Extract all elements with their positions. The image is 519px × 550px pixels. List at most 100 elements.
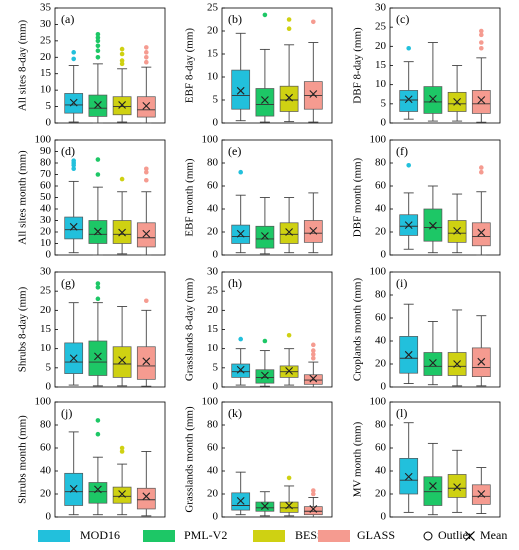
y-tick-label: 100 — [35, 134, 52, 146]
y-tick-label: 60 — [40, 180, 52, 192]
outlier — [286, 17, 292, 22]
y-tick-label: 10 — [40, 84, 52, 96]
box — [64, 216, 84, 240]
y-tick-label: 20 — [207, 226, 219, 238]
y-tick-label: 0 — [46, 381, 52, 393]
y-tick-label: 30 — [40, 214, 52, 226]
y-tick-label: 5 — [46, 100, 52, 112]
box — [423, 86, 443, 114]
outlier — [406, 45, 412, 51]
outlier — [144, 45, 149, 50]
mean-marker — [404, 221, 413, 229]
outlier — [262, 12, 268, 18]
mean-marker — [118, 356, 126, 365]
y-tick-label: 5 — [46, 361, 52, 373]
y-axis-label: EBF 8-day (mm) — [184, 28, 196, 103]
mean-marker — [236, 365, 245, 374]
outlier — [311, 352, 316, 357]
box — [255, 225, 275, 249]
outlier — [479, 45, 484, 51]
box — [255, 88, 275, 117]
box — [136, 487, 156, 510]
mean-marker — [142, 229, 151, 238]
panel-label: (a) — [61, 12, 74, 26]
outlier — [95, 172, 101, 177]
mean-marker — [309, 90, 318, 98]
outlier — [119, 176, 125, 182]
y-tick-label: 5 — [213, 94, 219, 106]
outlier — [95, 38, 101, 44]
box — [136, 96, 156, 118]
legend-swatch — [38, 530, 70, 542]
mean-marker — [285, 501, 293, 510]
y-tick-label: 10 — [207, 71, 219, 83]
y-tick-label: 50 — [40, 191, 52, 203]
y-tick-label: 10 — [40, 342, 52, 354]
y-tick-label: 60 — [207, 180, 219, 192]
mean-marker — [118, 228, 126, 237]
mean-marker — [118, 101, 126, 109]
outlier — [95, 48, 101, 54]
y-tick-label: 80 — [40, 157, 52, 169]
y-tick-label: 0 — [46, 117, 52, 129]
box — [279, 501, 299, 513]
mean-marker — [94, 485, 102, 494]
y-tick-label: 30 — [207, 266, 219, 278]
outlier — [479, 32, 484, 38]
mean-marker — [404, 95, 413, 104]
y-tick-label: 25 — [40, 285, 52, 297]
y-tick-label: 25 — [207, 2, 219, 14]
mean-marker — [477, 490, 486, 498]
outlier — [144, 177, 149, 183]
mean-marker — [477, 96, 486, 104]
y-tick-label: 80 — [207, 419, 219, 431]
mean-marker — [94, 101, 102, 109]
outlier — [95, 418, 101, 423]
mean-marker — [285, 93, 293, 102]
plot-frame — [54, 7, 166, 124]
mean-marker — [261, 232, 269, 240]
y-tick-label: 20 — [375, 488, 387, 500]
y-axis-label: DBF 8-day (mm) — [352, 27, 364, 104]
panel-label: (h) — [228, 276, 242, 290]
y-tick-label: 40 — [375, 203, 387, 215]
box — [423, 352, 443, 376]
mean-marker — [429, 221, 437, 230]
outlier — [479, 165, 484, 170]
mean-marker — [453, 483, 461, 491]
outlier — [479, 28, 484, 34]
y-tick-label: 10 — [40, 237, 52, 249]
outlier — [119, 445, 125, 451]
outlier — [238, 169, 243, 175]
y-tick-label: 0 — [213, 511, 219, 523]
panel-label: (c) — [396, 12, 409, 26]
y-axis-label: Grasslands 8-day (mm) — [184, 278, 196, 382]
legend-label: MOD16 — [80, 528, 120, 542]
y-axis-label: Shrubs 8-day (mm) — [17, 286, 29, 372]
box — [136, 346, 156, 380]
mean-marker — [261, 96, 269, 104]
outlier — [95, 431, 101, 437]
outlier — [238, 336, 243, 342]
y-tick-label: 5 — [213, 361, 219, 373]
y-tick-label: 80 — [375, 157, 387, 169]
y-axis-label: All sites 8-day (mm) — [17, 19, 29, 111]
y-tick-label: 10 — [375, 78, 387, 90]
mean-marker — [236, 229, 245, 238]
mean-marker — [94, 227, 102, 236]
outlier — [479, 40, 484, 45]
y-tick-label: 100 — [370, 266, 387, 278]
y-tick-label: 40 — [375, 465, 387, 477]
panel-label: (b) — [228, 12, 242, 26]
y-axis-label: Croplands month (mm) — [352, 278, 364, 382]
y-tick-label: 40 — [207, 203, 219, 215]
mean-marker — [261, 371, 269, 380]
plot-frame — [221, 7, 333, 124]
legend-label: PML-V2 — [184, 528, 227, 542]
legend-label: BESS — [295, 528, 324, 542]
y-tick-label: 15 — [207, 323, 219, 335]
panel-label: (j) — [61, 406, 72, 420]
outlier — [95, 281, 101, 286]
legend-mean-symbol — [465, 531, 475, 541]
mean-marker — [118, 490, 126, 498]
